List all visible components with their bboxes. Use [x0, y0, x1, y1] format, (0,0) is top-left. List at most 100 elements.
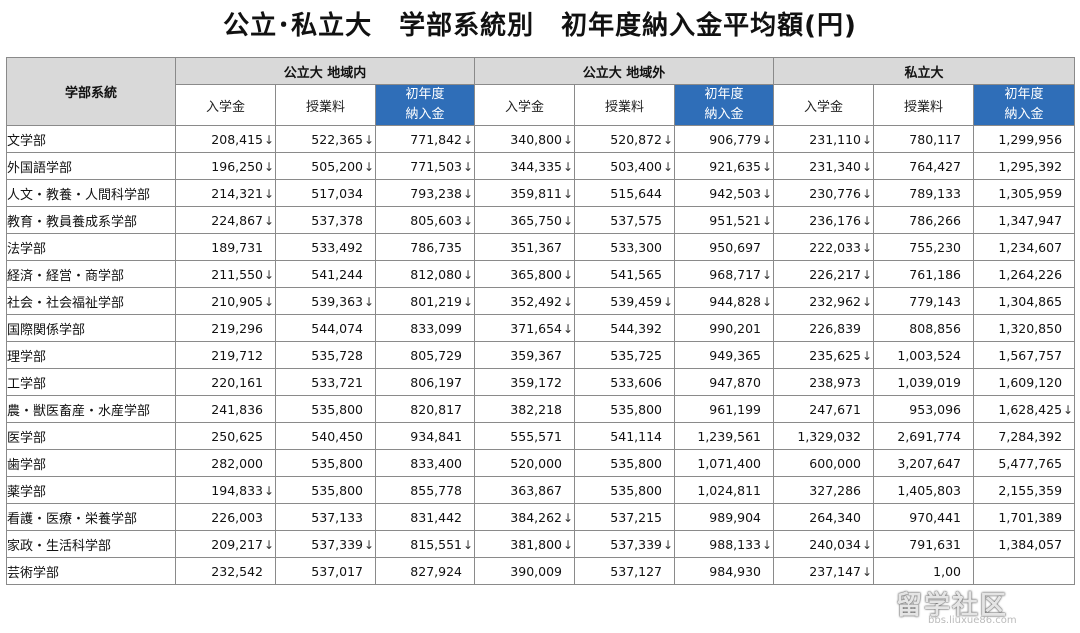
fee-cell: 833,099: [375, 314, 475, 342]
fee-value: 535,800: [311, 401, 363, 417]
decrease-arrow-icon: ↓: [861, 159, 873, 174]
table-row: 人文・教養・人間科学部 214,321↓ 517,034 793,238↓ 359,81…: [6, 179, 1076, 207]
fee-value: 815,551: [410, 536, 462, 552]
total-label-line2: 納入金: [1004, 107, 1044, 122]
fee-value: 934,841: [410, 428, 462, 444]
fee-value: 537,127: [610, 563, 662, 579]
fee-cell: 1,609,120: [972, 368, 1076, 396]
decrease-arrow-icon: ↓: [462, 159, 474, 174]
fee-value: 755,230: [909, 239, 961, 255]
fee-cell: 544,392: [574, 314, 675, 342]
fee-cell: 791,631: [873, 530, 974, 558]
column-header-tuition: 授業料: [275, 84, 376, 126]
decrease-arrow-icon: ↓: [462, 537, 474, 552]
fee-value: 535,800: [311, 455, 363, 471]
fee-cell: 1,329,032: [773, 422, 874, 450]
decrease-arrow-icon: ↓: [263, 537, 275, 552]
faculty-name: 法学部: [6, 233, 176, 261]
fee-value: 1,295,392: [998, 158, 1063, 174]
table-row: 医学部 250,625 540,450 934,841 555,571 541,114 1,…: [6, 422, 1076, 450]
fee-cell: 537,215: [574, 503, 675, 531]
fee-cell: 250,625: [175, 422, 276, 450]
decrease-arrow-icon: ↓: [562, 537, 574, 552]
fee-cell: 764,427: [873, 152, 974, 180]
fee-value: 390,009: [510, 563, 562, 579]
fee-value: 808,856: [909, 320, 961, 336]
column-header-admission: 入学金: [474, 84, 575, 126]
fee-cell: 535,800: [275, 395, 376, 423]
decrease-arrow-icon: ↓: [263, 294, 275, 309]
fee-cell: 831,442: [375, 503, 475, 531]
fee-cell: 537,339↓: [574, 530, 675, 558]
fee-value: 235,625: [809, 347, 861, 363]
fee-cell: 1,239,561: [674, 422, 774, 450]
table-row: 歯学部 282,000 535,800 833,400 520,000 535,800 1,…: [6, 449, 1076, 477]
decrease-arrow-icon: ↓: [861, 240, 873, 255]
fee-cell: 541,565: [574, 260, 675, 288]
decrease-arrow-icon: ↓: [462, 294, 474, 309]
fee-cell: 1,024,811: [674, 476, 774, 504]
fee-cell: 1,320,850: [972, 314, 1076, 342]
fee-value: 351,367: [510, 239, 562, 255]
fee-value: 949,365: [709, 347, 761, 363]
fee-value: 237,147: [809, 563, 861, 579]
fee-value: 2,155,359: [998, 482, 1063, 498]
fee-cell: 214,321↓: [175, 179, 276, 207]
decrease-arrow-icon: ↓: [662, 132, 674, 147]
fee-value: 968,717: [709, 266, 761, 282]
decrease-arrow-icon: ↓: [263, 159, 275, 174]
fee-value: 831,442: [410, 509, 462, 525]
column-header-tuition: 授業料: [873, 84, 974, 126]
fee-cell: 815,551↓: [375, 530, 475, 558]
fee-value: 250,625: [211, 428, 263, 444]
decrease-arrow-icon: ↓: [662, 294, 674, 309]
fee-value: 1,320,850: [998, 320, 1063, 336]
fee-cell: 196,250↓: [175, 152, 276, 180]
fee-value: 1,003,524: [897, 347, 961, 363]
table-row: 教育・教員養成系学部 224,867↓ 537,378 805,603↓ 365,750…: [6, 206, 1076, 234]
fee-value: 537,017: [311, 563, 363, 579]
fee-value: 786,735: [410, 239, 462, 255]
fee-cell: 1,039,019: [873, 368, 974, 396]
total-label-line2: 納入金: [704, 107, 744, 122]
decrease-arrow-icon: ↓: [861, 213, 873, 228]
fee-cell: 535,800: [574, 449, 675, 477]
fee-cell: 805,603↓: [375, 206, 475, 234]
fee-cell: 786,266: [873, 206, 974, 234]
fee-cell: 236,176↓: [773, 206, 874, 234]
fee-cell: 238,973: [773, 368, 874, 396]
fee-cell: 209,217↓: [175, 530, 276, 558]
table-row: 国際関係学部 219,296 544,074 833,099 371,654↓ 544,3…: [6, 314, 1076, 342]
fee-value: 988,133: [709, 536, 761, 552]
fee-cell: 1,701,389: [972, 503, 1076, 531]
fee-cell: 194,833↓: [175, 476, 276, 504]
fee-value: 833,400: [410, 455, 462, 471]
fee-value: 226,003: [211, 509, 263, 525]
fee-cell: 990,201: [674, 314, 774, 342]
decrease-arrow-icon: ↓: [562, 186, 574, 201]
group-header-private: 私立大: [772, 57, 1076, 85]
fee-cell: 359,811↓: [474, 179, 575, 207]
fee-cell: 949,365: [674, 341, 774, 369]
fee-value: 196,250: [211, 158, 263, 174]
fee-cell: 533,492: [275, 233, 376, 261]
fee-value: 801,219: [410, 293, 462, 309]
fee-cell: 2,691,774: [873, 422, 974, 450]
fee-value: 942,503: [709, 185, 761, 201]
fee-value: 282,000: [211, 455, 263, 471]
faculty-name: 外国語学部: [6, 152, 176, 180]
fee-cell: 544,074: [275, 314, 376, 342]
fee-value: 1,347,947: [998, 212, 1063, 228]
fee-value: 232,542: [211, 563, 263, 579]
watermark-url: bbs.liuxue86.com: [928, 615, 1017, 626]
fee-cell: 520,872↓: [574, 125, 675, 153]
fee-cell: 989,904: [674, 503, 774, 531]
fee-cell: 535,800: [574, 476, 675, 504]
decrease-arrow-icon: ↓: [562, 294, 574, 309]
column-header-admission: 入学金: [773, 84, 874, 126]
fee-value: 231,110: [809, 131, 861, 147]
fee-cell: 541,244: [275, 260, 376, 288]
fee-value: 970,441: [909, 509, 961, 525]
faculty-name: 看護・医療・栄養学部: [6, 503, 176, 531]
